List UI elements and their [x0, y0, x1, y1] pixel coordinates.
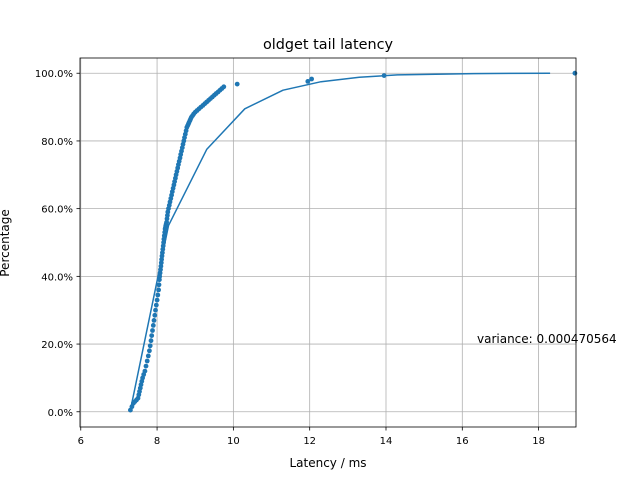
x-tick-label: 18	[532, 436, 545, 447]
data-point	[305, 79, 311, 84]
data-point	[151, 318, 157, 323]
data-point	[149, 333, 155, 338]
data-point	[150, 323, 156, 328]
x-tick-label: 12	[303, 436, 316, 447]
data-point	[156, 287, 162, 293]
series-layer	[127, 70, 578, 413]
data-point	[154, 297, 160, 303]
data-point	[148, 338, 154, 344]
y-axis-label: Percentage	[0, 209, 12, 277]
data-point	[381, 73, 387, 78]
x-tick-label: 14	[380, 436, 393, 447]
cdf-line	[129, 72, 551, 411]
plot-frame	[79, 57, 577, 428]
x-tick-label: 16	[456, 436, 469, 447]
data-point	[147, 348, 152, 354]
data-point	[572, 70, 578, 76]
grid	[80, 58, 576, 427]
y-tick-label: 60.0%	[41, 205, 73, 216]
data-point	[309, 76, 314, 82]
data-point	[142, 368, 148, 374]
chart-title: oldget tail latency	[263, 37, 394, 53]
y-tick-label: 20.0%	[41, 340, 73, 351]
x-tick-label: 8	[154, 436, 160, 447]
data-point	[147, 343, 153, 349]
data-point	[152, 312, 158, 318]
y-tick-label: 100.0%	[35, 69, 73, 80]
y-tick-label: 40.0%	[41, 272, 73, 283]
data-point	[156, 282, 162, 288]
data-point	[150, 328, 155, 333]
x-tick-label: 6	[78, 436, 84, 447]
data-point	[153, 302, 159, 308]
data-point	[155, 292, 161, 298]
x-axis-label: Latency / ms	[289, 456, 366, 470]
data-point	[143, 363, 149, 369]
data-point	[234, 81, 240, 87]
y-tick-label: 80.0%	[41, 137, 73, 148]
y-tick-label: 0.0%	[48, 408, 73, 419]
x-tick-label: 10	[227, 436, 240, 447]
variance-annotation: variance: 0.000470564	[477, 332, 617, 346]
tick-layer: 6 8 10 12 14 16 18 0.0% 20.0% 40.0% 60.0% 80.0% 100.…	[35, 69, 545, 447]
data-point	[144, 358, 150, 364]
data-point	[145, 353, 151, 359]
data-point	[221, 84, 227, 90]
data-point	[153, 307, 158, 313]
